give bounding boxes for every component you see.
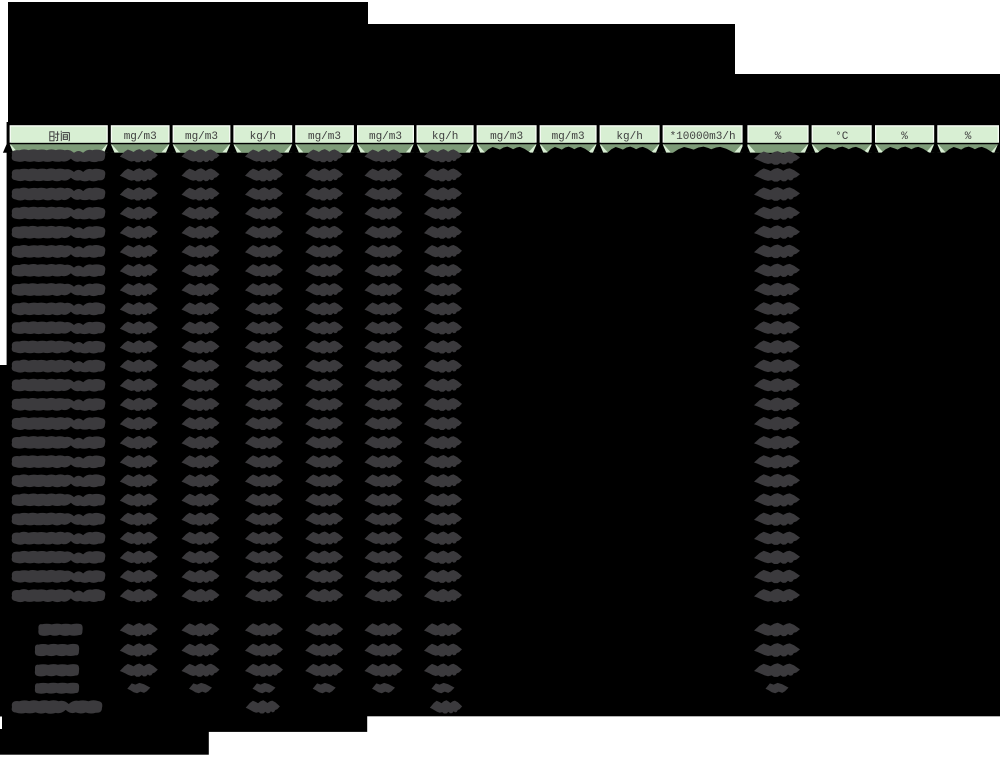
svg-text:*10000m3/h: *10000m3/h bbox=[670, 131, 736, 143]
svg-text:kg/h: kg/h bbox=[616, 131, 642, 143]
svg-text:kg/h: kg/h bbox=[432, 131, 458, 143]
svg-text:mg/m3: mg/m3 bbox=[552, 131, 585, 143]
svg-text:mg/m3: mg/m3 bbox=[185, 131, 218, 143]
svg-text:°C: °C bbox=[835, 131, 849, 143]
svg-text:mg/m3: mg/m3 bbox=[124, 131, 157, 143]
svg-text:mg/m3: mg/m3 bbox=[490, 131, 523, 143]
svg-text:kg/h: kg/h bbox=[250, 131, 276, 143]
svg-text:%: % bbox=[901, 131, 908, 143]
svg-text:mg/m3: mg/m3 bbox=[369, 131, 402, 143]
svg-text:%: % bbox=[965, 131, 972, 143]
svg-text:mg/m3: mg/m3 bbox=[308, 131, 341, 143]
svg-text:%: % bbox=[775, 131, 782, 143]
